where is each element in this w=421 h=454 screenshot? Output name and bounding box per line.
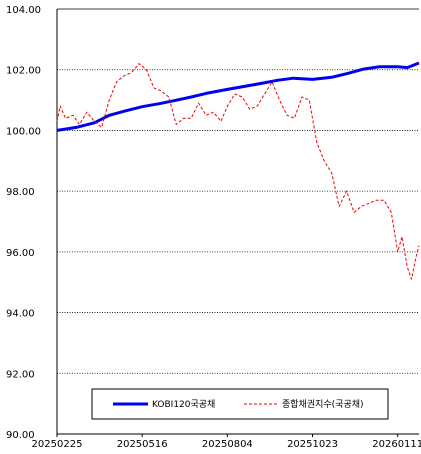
x-tick-label: 20250225 [32, 439, 83, 450]
x-tick-label: 20251023 [287, 439, 338, 450]
y-tick-label: 96.00 [6, 248, 35, 259]
y-tick-label: 92.00 [6, 369, 35, 380]
y-tick-label: 104.00 [6, 5, 41, 16]
x-tick-label: 20250804 [202, 439, 253, 450]
y-tick-label: 100.00 [6, 126, 41, 137]
x-tick-label: 20250516 [117, 439, 168, 450]
y-tick-label: 94.00 [6, 309, 35, 320]
series-line-composite-bond-index [56, 63, 420, 280]
legend-label-kobi120: KOBI120국공채 [152, 399, 215, 410]
y-tick-label: 90.00 [6, 430, 35, 441]
y-tick-label: 102.00 [6, 66, 41, 77]
y-tick-label: 98.00 [6, 187, 35, 198]
series-line-kobi120 [56, 61, 420, 132]
legend-label-composite-bond-index: 종합채권지수(국공채) [282, 398, 364, 410]
x-tick-label: 20260111 [372, 439, 421, 450]
